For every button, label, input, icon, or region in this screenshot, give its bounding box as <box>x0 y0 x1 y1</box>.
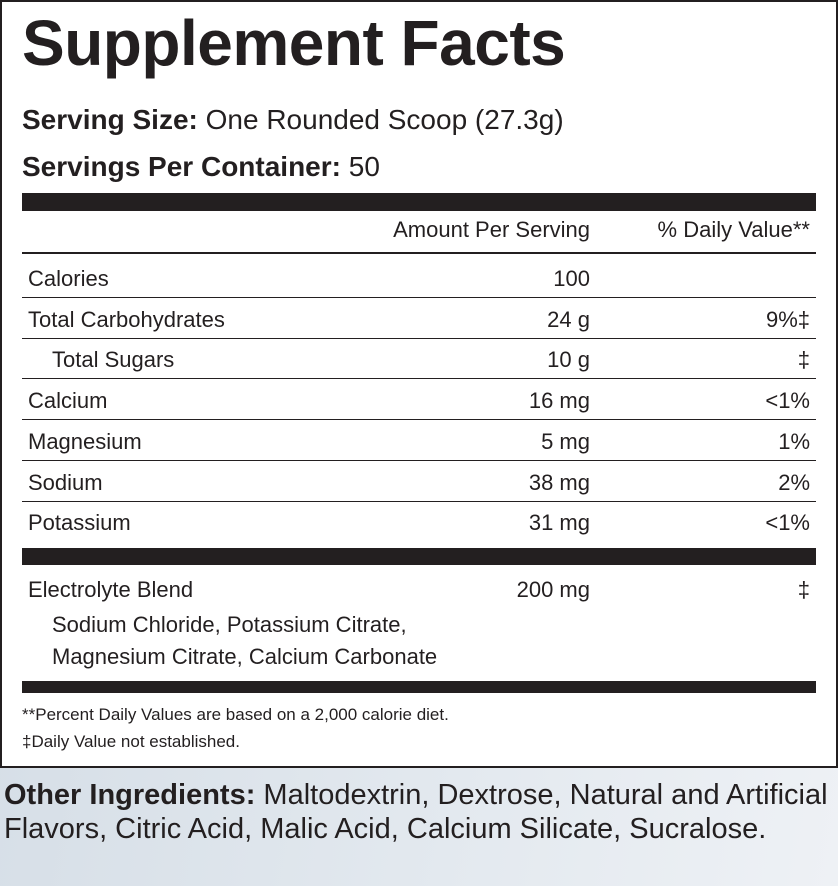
servings-per-container: Servings Per Container: 50 <box>22 151 380 183</box>
servings-value: 50 <box>340 151 380 182</box>
blend-line-2: Magnesium Citrate, Calcium Carbonate <box>52 644 438 669</box>
blend-line-1: Sodium Chloride, Potassium Citrate, <box>52 612 407 637</box>
nutrient-name: Calories <box>28 266 109 291</box>
nutrient-name: Total Sugars <box>52 347 175 373</box>
serving-size-label: Serving Size: <box>22 104 198 135</box>
footnote: **Percent Daily Values are based on a 2,… <box>22 705 449 724</box>
nutrient-dv: 1% <box>778 428 810 454</box>
row-divider <box>22 378 816 380</box>
table-row: Total Carbohydrates 24 g 9%‡ <box>22 307 816 337</box>
panel-title: Supplement Facts <box>22 7 566 79</box>
servings-label: Servings Per Container: <box>22 151 341 182</box>
dv-header: % Daily Value** <box>657 217 810 242</box>
nutrient-amount: 24 g <box>547 306 590 332</box>
nutrient-amount: 100 <box>553 266 590 291</box>
nutrient-dv: ‡ <box>797 347 810 373</box>
nutrient-dv: <1% <box>765 510 810 536</box>
table-row: Sodium 38 mg 2% <box>22 470 816 500</box>
row-divider <box>22 500 816 502</box>
other-ingredients-value: Maltodextrin, Dextrose, Natural and Arti… <box>4 779 828 845</box>
nutrient-name: Potassium <box>28 510 131 536</box>
nutrient-name: Sodium <box>28 469 103 495</box>
table-row: Total Sugars 10 g ‡ <box>22 347 816 377</box>
amount-header: Amount Per Serving <box>393 217 590 242</box>
nutrient-dv: <1% <box>765 388 810 414</box>
other-ingredients: Other Ingredients: Maltodextrin, Dextros… <box>4 778 836 846</box>
row-divider <box>22 337 816 339</box>
nutrient-amount: 38 mg <box>528 469 590 495</box>
row-divider <box>22 459 816 461</box>
row-divider <box>22 297 816 298</box>
serving-size: Serving Size: One Rounded Scoop (27.3g) <box>22 104 564 136</box>
nutrient-name: Calcium <box>28 388 108 414</box>
supplement-facts-panel <box>0 0 838 768</box>
thick-divider <box>22 681 816 693</box>
blend-detail: Magnesium Citrate, Calcium Carbonate <box>22 644 816 674</box>
serving-size-value: One Rounded Scoop (27.3g) <box>197 104 564 135</box>
blend-dv: ‡ <box>797 577 810 602</box>
blend-amount: 200 mg <box>516 577 590 602</box>
other-ingredients-label: Other Ingredients: <box>4 779 256 811</box>
nutrient-name: Magnesium <box>28 428 142 454</box>
nutrient-amount: 5 mg <box>541 428 590 454</box>
table-row: Calories 100 <box>22 266 816 296</box>
nutrient-dv: 2% <box>778 469 810 495</box>
nutrient-amount: 31 mg <box>528 510 590 536</box>
blend-name: Electrolyte Blend <box>28 577 194 602</box>
thick-divider <box>22 548 816 565</box>
footnote: ‡Daily Value not established. <box>22 732 240 751</box>
blend-row: Electrolyte Blend 200 mg ‡ <box>22 577 816 607</box>
nutrient-name: Total Carbohydrates <box>28 306 225 332</box>
nutrient-dv: 9%‡ <box>765 306 810 332</box>
thick-divider <box>22 193 816 211</box>
nutrient-amount: 16 mg <box>528 388 590 414</box>
divider <box>22 252 816 254</box>
table-row: Calcium 16 mg <1% <box>22 388 816 418</box>
table-header: Amount Per Serving % Daily Value** <box>22 217 816 247</box>
nutrient-amount: 10 g <box>547 347 590 373</box>
table-row: Magnesium 5 mg 1% <box>22 429 816 459</box>
row-divider <box>22 419 816 421</box>
blend-detail: Sodium Chloride, Potassium Citrate, <box>22 612 816 642</box>
table-row: Potassium 31 mg <1% <box>22 510 816 540</box>
